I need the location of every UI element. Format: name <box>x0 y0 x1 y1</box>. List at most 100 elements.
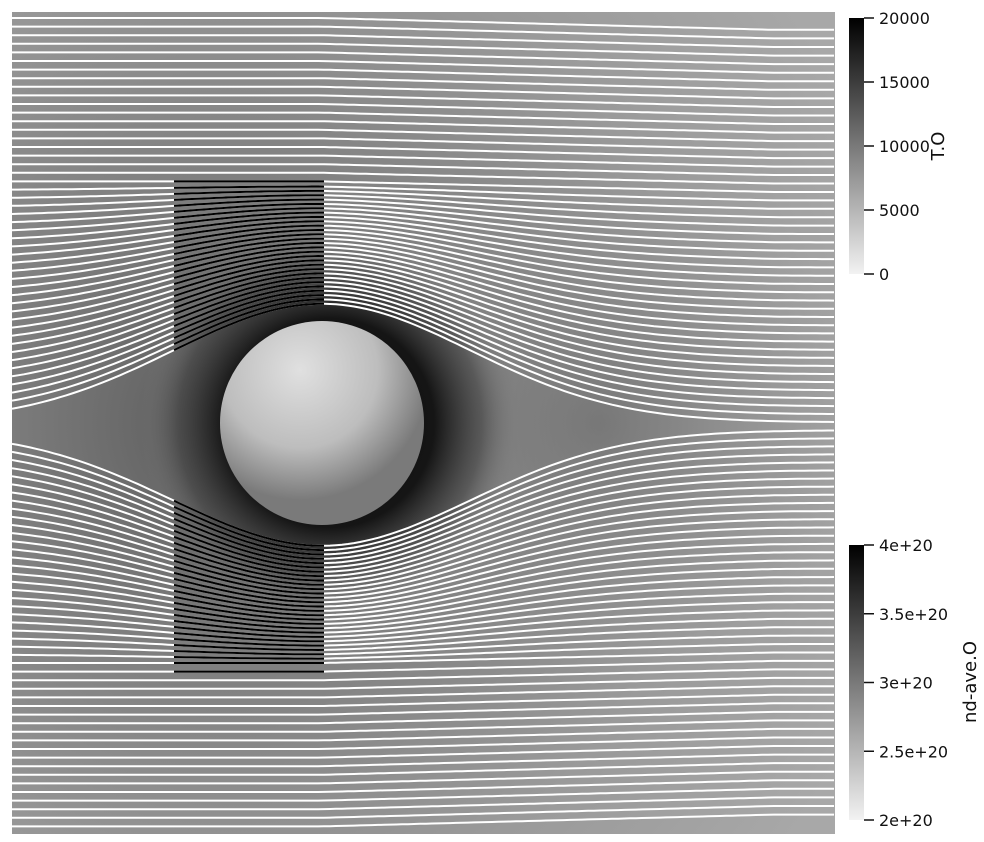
streamline-shock-segment <box>173 298 324 346</box>
streamline <box>12 285 834 392</box>
streamline-shock-segment <box>173 644 325 652</box>
streamline <box>12 224 834 277</box>
streamline-shock-segment <box>173 285 325 328</box>
streamline <box>12 770 834 785</box>
colorbar-tick-label: 5000 <box>879 201 920 220</box>
streamline-shock-segment <box>173 595 324 617</box>
streamline-shock-segment <box>173 517 324 560</box>
streamline <box>12 779 834 793</box>
streamline <box>12 25 834 40</box>
streamline <box>12 276 834 375</box>
streamline <box>12 762 834 776</box>
streamline-shock-segment <box>173 577 324 604</box>
colorbar-number-density-ticks: 4e+20 3.5e+20 3e+20 2.5e+20 2e+20 <box>864 536 948 830</box>
streamline <box>12 85 834 100</box>
streamline <box>12 259 834 343</box>
streamline <box>12 551 834 612</box>
streamline <box>12 727 834 742</box>
streamline <box>12 189 834 210</box>
streamline-shock-segment <box>173 505 325 552</box>
streamline <box>12 567 834 621</box>
streamline-shock-segment <box>173 289 324 334</box>
streamline <box>12 254 834 335</box>
streamline <box>12 215 834 261</box>
streamline <box>12 542 834 608</box>
colorbar-number-density-gradient <box>849 545 864 820</box>
streamline <box>12 51 834 66</box>
streamline-shock-segment <box>173 242 324 267</box>
streamline <box>12 576 835 625</box>
colorbar-tick-label: 0 <box>879 265 889 284</box>
streamline <box>12 453 834 560</box>
streamline <box>12 659 834 673</box>
streamline-shock-segment <box>173 207 324 219</box>
streamline-shock-segment <box>173 529 324 569</box>
streamline <box>12 202 834 235</box>
streamline <box>12 685 834 699</box>
streamline <box>12 246 834 318</box>
streamline-shock-segment <box>173 263 324 298</box>
colorbar-tick-label: 10000 <box>879 137 930 156</box>
streamline <box>12 302 835 423</box>
streamline <box>12 617 834 647</box>
streamline-shock-segment <box>173 541 324 578</box>
streamline-shock-segment <box>173 613 324 630</box>
streamline-shock-segment <box>173 215 325 231</box>
streamline-shock-segment <box>173 202 325 213</box>
streamline <box>12 534 834 604</box>
streamline-shock-segment <box>173 268 324 304</box>
streamline <box>12 592 834 634</box>
streamline-shock-segment <box>173 189 324 195</box>
streamline <box>12 233 834 294</box>
streamline <box>12 242 834 310</box>
streamline <box>12 111 834 125</box>
colorbar-tick-label: 2.5e+20 <box>879 742 948 761</box>
streamline-shock-segment <box>173 619 324 634</box>
streamline <box>12 469 834 569</box>
streamline-shock-segment <box>173 523 324 565</box>
streamline <box>12 220 834 269</box>
streamline <box>12 229 834 285</box>
streamline-shock-segment <box>173 250 324 279</box>
colorbar-tick-label: 3.5e+20 <box>879 605 948 624</box>
streamline-shock-segment <box>173 535 324 573</box>
streamline-shock-segment <box>173 638 324 647</box>
colorbar-tick-label: 2e+20 <box>879 811 933 830</box>
streamline <box>12 68 834 83</box>
streamline-shock-segment <box>173 294 324 340</box>
streamline-shock-segment <box>173 553 324 586</box>
colorbar-temperature-gradient <box>849 18 864 274</box>
streamline <box>12 813 834 828</box>
streamline <box>12 17 834 31</box>
streamline-shock-segment <box>173 601 325 621</box>
streamline <box>12 207 834 244</box>
streamline <box>12 77 834 91</box>
streamline <box>12 787 834 802</box>
streamline <box>12 702 834 716</box>
colorbar-temperature-ticks: 20000 15000 10000 5000 0 <box>864 9 930 284</box>
streamline <box>12 510 834 591</box>
streamline-shock-segment <box>173 259 324 292</box>
streamline <box>12 609 834 643</box>
streamline-shock-segment <box>173 511 324 556</box>
streamline <box>12 634 834 656</box>
streamline <box>12 281 835 384</box>
streamlines <box>12 17 835 828</box>
streamline <box>12 298 834 415</box>
streamline-shock-segment <box>173 565 324 595</box>
streamline <box>12 294 835 408</box>
streamline <box>12 584 834 630</box>
colorbar-tick-label: 4e+20 <box>879 536 933 555</box>
streamline <box>12 198 834 227</box>
streamline <box>12 461 835 565</box>
streamline <box>12 154 834 168</box>
colorbar-temperature: 20000 15000 10000 5000 0 T.O <box>849 9 949 284</box>
streamline <box>12 753 834 768</box>
streamline <box>12 34 834 48</box>
streamline-shock-segment <box>173 625 324 638</box>
colorbar-number-density-title: nd-ave.O <box>960 641 981 723</box>
streamline-shock-segment <box>173 246 324 273</box>
streamline-shock-segment <box>173 237 324 261</box>
streamline <box>12 445 834 556</box>
